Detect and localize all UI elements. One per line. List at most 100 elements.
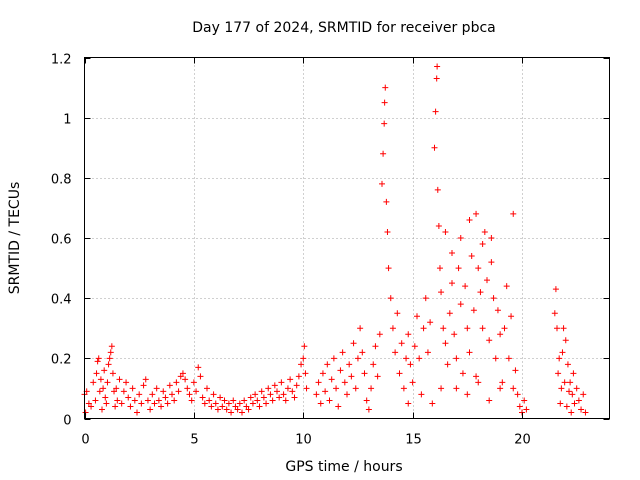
data-point <box>570 370 577 377</box>
data-point <box>512 367 519 374</box>
data-point <box>488 235 495 241</box>
data-point <box>582 409 589 416</box>
data-point <box>199 394 206 401</box>
data-point <box>414 313 420 320</box>
data-point <box>455 265 462 272</box>
data-point <box>263 400 270 407</box>
data-point <box>249 400 256 407</box>
data-point <box>291 394 298 401</box>
data-point <box>363 397 370 404</box>
data-point <box>175 388 182 395</box>
data-point <box>166 382 173 389</box>
data-point <box>239 409 245 416</box>
data-point <box>354 355 361 362</box>
data-point <box>435 222 442 229</box>
data-point <box>418 391 425 398</box>
data-point <box>232 403 239 410</box>
data-point <box>295 373 302 380</box>
data-point <box>247 394 254 401</box>
data-point <box>556 355 563 362</box>
data-point <box>431 144 438 151</box>
data-point <box>293 382 300 389</box>
data-point <box>169 391 175 398</box>
data-point <box>123 379 130 386</box>
data-point <box>127 403 134 410</box>
data-point <box>568 409 575 416</box>
data-point <box>280 391 287 398</box>
data-point <box>204 385 210 392</box>
x-tick-label: 15 <box>405 433 422 448</box>
data-point <box>427 319 434 326</box>
data-point <box>85 400 92 407</box>
data-point <box>385 265 392 272</box>
data-point <box>551 310 558 317</box>
data-point <box>571 400 578 407</box>
data-point <box>357 325 364 332</box>
data-point <box>514 391 521 398</box>
data-point <box>381 99 388 106</box>
data-point <box>195 364 202 371</box>
y-tick-label: 1 <box>63 113 71 128</box>
data-point <box>201 400 208 407</box>
data-point <box>223 406 230 413</box>
data-point <box>416 355 423 362</box>
data-point <box>107 349 114 356</box>
data-point <box>106 355 113 362</box>
data-point <box>453 355 460 362</box>
data-point <box>241 397 248 404</box>
data-point <box>228 409 235 416</box>
data-point <box>335 403 342 410</box>
data-point <box>105 361 112 368</box>
data-point <box>93 370 100 377</box>
data-point <box>155 397 162 404</box>
data-point <box>116 376 123 383</box>
data-point <box>225 400 232 407</box>
data-point <box>114 397 121 404</box>
data-point <box>136 391 143 398</box>
data-point <box>379 180 385 187</box>
data-point <box>341 379 348 386</box>
data-point <box>88 403 95 410</box>
data-point <box>344 391 350 398</box>
data-point <box>230 397 237 404</box>
data-point <box>333 385 340 392</box>
data-point <box>206 397 213 404</box>
data-point <box>326 397 333 404</box>
data-point <box>392 349 399 356</box>
data-point <box>573 385 580 392</box>
data-point <box>134 409 140 416</box>
data-point <box>337 367 344 374</box>
data-point <box>164 400 171 407</box>
data-point <box>488 259 495 266</box>
data-point <box>368 385 375 392</box>
y-tick-label: 0.8 <box>51 173 72 188</box>
data-point <box>521 397 528 404</box>
data-point <box>243 403 250 410</box>
data-point <box>319 370 326 377</box>
y-tick-label: 1.2 <box>51 53 72 68</box>
data-point <box>365 406 372 413</box>
data-point <box>381 120 388 127</box>
data-point <box>459 370 466 377</box>
data-point <box>575 397 582 404</box>
data-point <box>103 400 110 407</box>
data-point <box>274 388 280 395</box>
data-point <box>466 216 473 223</box>
data-point <box>147 406 154 413</box>
data-point <box>92 397 99 404</box>
data-point <box>188 397 195 404</box>
data-point <box>394 310 401 317</box>
x-axis-ticks: 0 5 10 15 20 <box>81 57 531 448</box>
data-point <box>451 331 458 338</box>
data-point <box>501 325 508 332</box>
data-point <box>149 391 156 398</box>
data-point <box>554 325 560 332</box>
data-point <box>301 343 308 350</box>
data-point <box>434 186 441 193</box>
data-point <box>108 343 115 350</box>
data-point <box>453 385 460 392</box>
data-point <box>142 376 149 383</box>
data-point <box>346 361 353 368</box>
data-point <box>523 406 530 413</box>
data-point <box>315 379 322 386</box>
